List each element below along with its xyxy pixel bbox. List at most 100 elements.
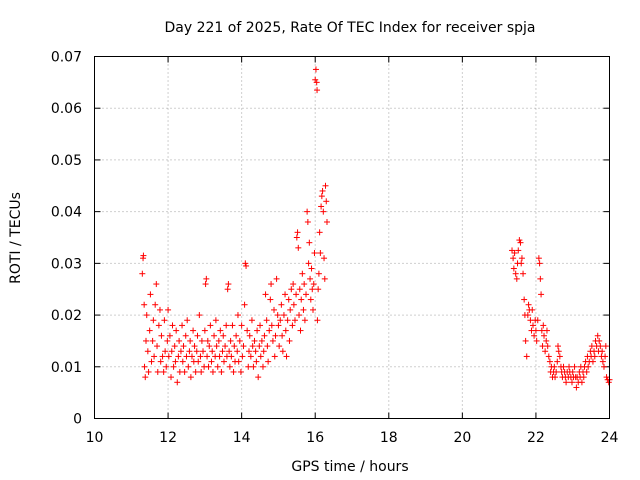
data-point — [306, 239, 313, 246]
data-point — [152, 301, 159, 308]
data-points — [139, 66, 613, 391]
data-point — [229, 322, 236, 329]
data-point — [523, 353, 530, 360]
data-point — [139, 270, 146, 277]
data-point — [273, 275, 280, 282]
data-point — [297, 327, 304, 334]
data-point — [209, 368, 216, 375]
y-tick-label: 0.07 — [51, 50, 82, 66]
data-point — [320, 208, 327, 215]
data-point — [209, 348, 216, 355]
data-point — [321, 255, 328, 262]
data-point — [257, 322, 264, 329]
data-point — [315, 286, 322, 293]
data-point — [208, 358, 215, 365]
data-point — [228, 353, 235, 360]
data-point — [261, 332, 268, 339]
data-point — [512, 270, 519, 277]
data-point — [310, 281, 317, 288]
data-point — [307, 275, 314, 282]
data-point — [262, 291, 269, 298]
data-point — [275, 322, 282, 329]
data-point — [513, 275, 520, 282]
data-point — [198, 337, 205, 344]
data-point — [542, 348, 549, 355]
data-point — [214, 363, 221, 370]
data-point — [555, 343, 561, 350]
data-point — [198, 368, 205, 375]
data-point — [212, 317, 219, 324]
data-point — [266, 327, 273, 334]
data-point — [521, 296, 528, 303]
data-point — [307, 296, 314, 303]
data-point — [309, 286, 316, 293]
data-point — [220, 358, 227, 365]
data-point — [566, 363, 573, 370]
data-point — [301, 281, 308, 288]
data-point — [176, 337, 183, 344]
data-point — [602, 343, 609, 350]
data-point — [290, 281, 297, 288]
data-point — [268, 322, 275, 329]
data-point — [537, 275, 544, 282]
grid — [94, 56, 610, 419]
data-point — [164, 337, 171, 344]
data-point — [237, 368, 244, 375]
data-point — [149, 337, 156, 344]
data-point — [158, 332, 165, 339]
data-point — [308, 265, 315, 272]
data-point — [524, 312, 531, 319]
data-point — [185, 363, 192, 370]
data-point — [187, 374, 194, 381]
data-point — [294, 229, 301, 236]
data-point — [531, 332, 538, 339]
x-tick-label: 18 — [380, 430, 398, 446]
data-point — [174, 379, 181, 386]
data-point — [223, 322, 230, 329]
data-point — [205, 363, 212, 370]
data-point — [573, 384, 580, 391]
data-point — [569, 368, 576, 375]
data-point — [201, 327, 208, 334]
data-point — [279, 332, 286, 339]
data-point — [293, 234, 300, 241]
data-point — [156, 306, 163, 313]
data-point — [541, 332, 548, 339]
data-point — [286, 337, 293, 344]
data-point — [602, 353, 609, 360]
data-point — [160, 368, 167, 375]
y-tick-label: 0.03 — [51, 256, 82, 272]
data-point — [296, 286, 303, 293]
data-point — [597, 343, 604, 350]
y-tick-label: 0.05 — [51, 153, 82, 169]
data-point — [141, 363, 148, 370]
data-point — [314, 317, 321, 324]
data-point — [520, 270, 527, 277]
data-point — [204, 337, 211, 344]
y-tick-label: 0 — [73, 412, 82, 428]
data-point — [247, 353, 254, 360]
data-point — [251, 337, 258, 344]
data-point — [206, 343, 213, 350]
data-point — [172, 358, 179, 365]
data-point — [254, 327, 261, 334]
data-point — [578, 379, 585, 386]
data-point — [218, 368, 225, 375]
x-tick-label: 16 — [306, 430, 324, 446]
data-point — [305, 260, 312, 267]
data-point — [153, 281, 160, 288]
data-point — [299, 270, 306, 277]
data-point — [594, 332, 601, 339]
data-point — [182, 332, 189, 339]
data-point — [545, 353, 552, 360]
data-point — [269, 337, 276, 344]
data-point — [188, 353, 195, 360]
data-point — [194, 332, 201, 339]
data-point — [226, 363, 233, 370]
data-point — [599, 348, 606, 355]
data-point — [585, 363, 592, 370]
data-point — [279, 348, 286, 355]
data-point — [539, 343, 546, 350]
data-point — [510, 255, 517, 262]
data-point — [215, 337, 222, 344]
